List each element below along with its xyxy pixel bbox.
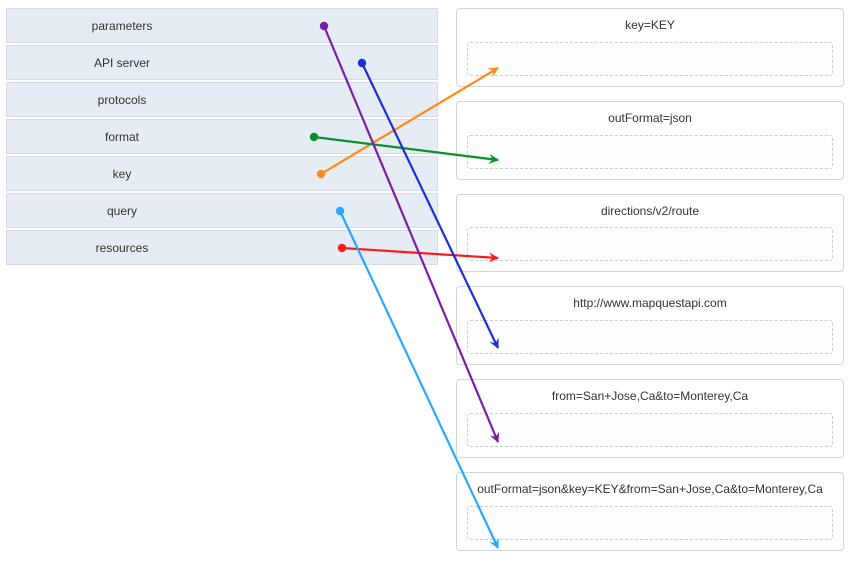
target-item[interactable]: outFormat=json&key=KEY&from=San+Jose,Ca&… [456,472,844,551]
source-item-label: query [107,204,137,218]
source-item[interactable]: key [6,156,438,191]
source-list: parameters API server protocols format key qu… [6,8,438,267]
source-item[interactable]: resources [6,230,438,265]
drop-zone[interactable] [467,42,833,76]
target-item[interactable]: outFormat=json [456,101,844,180]
drop-zone[interactable] [467,506,833,540]
drop-zone[interactable] [467,413,833,447]
target-item-label: http://www.mapquestapi.com [467,295,833,312]
source-item[interactable]: query [6,193,438,228]
source-item[interactable]: API server [6,45,438,80]
target-item[interactable]: from=San+Jose,Ca&to=Monterey,Ca [456,379,844,458]
source-item-label: key [113,167,132,181]
source-item-label: format [105,130,139,144]
drop-zone[interactable] [467,320,833,354]
source-item-label: parameters [92,19,153,33]
source-item-label: API server [94,56,150,70]
drop-zone[interactable] [467,135,833,169]
target-item[interactable]: key=KEY [456,8,844,87]
target-item[interactable]: directions/v2/route [456,194,844,273]
source-item[interactable]: format [6,119,438,154]
source-item-label: protocols [98,93,147,107]
target-item-label: outFormat=json [467,110,833,127]
target-item-label: from=San+Jose,Ca&to=Monterey,Ca [467,388,833,405]
target-item[interactable]: http://www.mapquestapi.com [456,286,844,365]
target-item-label: directions/v2/route [467,203,833,220]
drop-zone[interactable] [467,227,833,261]
target-item-label: key=KEY [467,17,833,34]
target-item-label: outFormat=json&key=KEY&from=San+Jose,Ca&… [467,481,833,498]
source-item-label: resources [96,241,149,255]
target-list: key=KEY outFormat=json directions/v2/route… [456,8,844,565]
source-item[interactable]: protocols [6,82,438,117]
source-item[interactable]: parameters [6,8,438,43]
